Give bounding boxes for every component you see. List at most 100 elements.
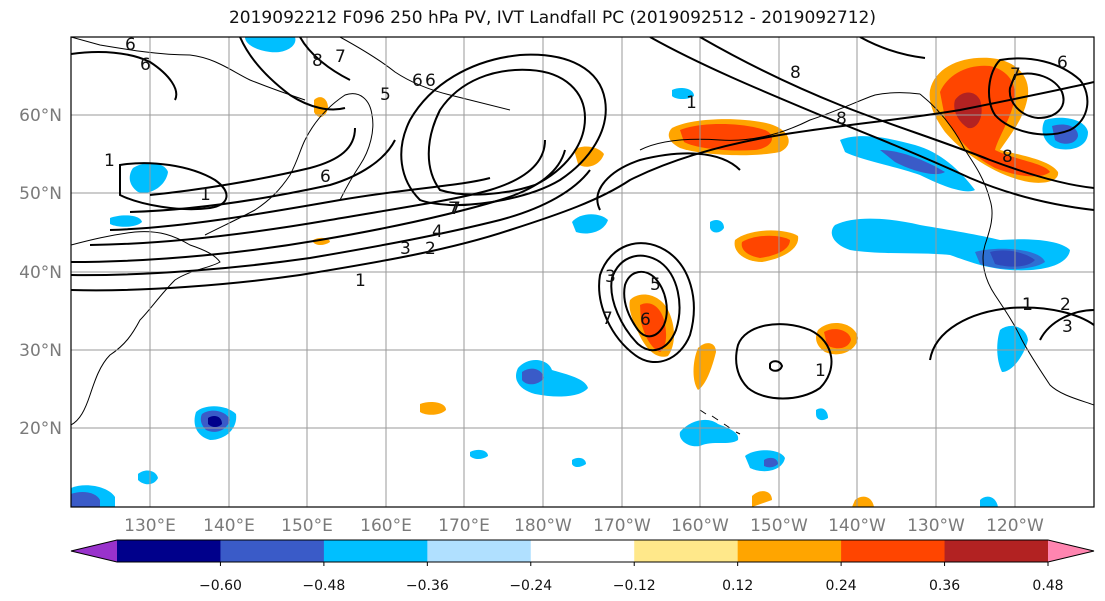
colorbar-segment <box>427 540 532 562</box>
contour-label: 1 <box>815 361 826 381</box>
lon-tick-label: 120°W <box>986 516 1044 536</box>
negative-anomaly <box>679 419 739 447</box>
contour-label: 6 <box>1057 53 1068 73</box>
negative-anomaly <box>975 248 1045 269</box>
latitude-labels: 60°N 50°N 40°N 30°N 20°N <box>19 106 62 439</box>
lat-tick-label: 30°N <box>19 341 62 361</box>
contour-24 <box>71 51 178 101</box>
negative-anomaly <box>672 88 694 99</box>
lon-tick-label: 130°E <box>124 516 176 536</box>
contour-label: 4 <box>432 222 443 242</box>
contour-26 <box>769 360 784 372</box>
coastline-asia <box>71 231 221 426</box>
contour-label: 1 <box>200 185 211 205</box>
contour-21 <box>119 162 228 211</box>
colorbar-ticks: −0.60 −0.48 −0.36 −0.24 −0.12 0.12 0.24 0.36 0.4… <box>199 562 1064 594</box>
colorbar-tick-label: −0.24 <box>509 578 552 594</box>
negative-anomaly <box>110 215 142 227</box>
colorbar-tick-label: 0.24 <box>826 578 857 594</box>
colorbar-segment <box>323 540 428 562</box>
colorbar-tick-label: −0.48 <box>302 578 345 594</box>
contour-5 <box>109 177 491 231</box>
contour-25 <box>859 37 926 59</box>
contour-10 <box>598 242 695 364</box>
contour-13 <box>735 323 833 400</box>
colorbar-segments <box>70 539 1095 563</box>
lat-tick-label: 50°N <box>19 184 62 204</box>
gridlines <box>71 37 1094 507</box>
negative-anomaly <box>129 163 168 193</box>
contour-19 <box>988 57 1089 136</box>
lat-tick-label: 20°N <box>19 419 62 439</box>
contour-label: 6 <box>140 55 151 75</box>
contour-18 <box>649 37 1094 211</box>
colorbar-segment <box>634 540 739 562</box>
contour-label: 7 <box>448 199 459 219</box>
lon-tick-label: 160°W <box>671 516 729 536</box>
lon-tick-label: 140°W <box>828 516 886 536</box>
contour-label: 3 <box>605 267 616 287</box>
map-frame <box>70 36 1095 508</box>
coastlines <box>71 37 1094 435</box>
positive-anomaly <box>640 303 667 352</box>
contour-14 <box>929 306 1094 361</box>
coastline-hawaii <box>699 409 741 435</box>
contour-label: 6 <box>412 71 423 91</box>
contour-label: 3 <box>1062 317 1073 337</box>
pv-contours <box>71 37 1094 400</box>
colorbar-tick-label: −0.36 <box>406 578 449 594</box>
colorbar-outline <box>70 539 1095 563</box>
positive-anomaly <box>954 92 982 129</box>
contour-label: 8 <box>312 51 323 71</box>
contour-label: 8 <box>790 63 801 83</box>
contour-1 <box>71 81 1094 292</box>
negative-anomaly <box>138 470 158 485</box>
colorbar-tick-label: −0.12 <box>613 578 656 594</box>
shaded-regions <box>71 37 1088 507</box>
contour-23 <box>299 37 351 81</box>
colorbar-segment <box>220 540 325 562</box>
contour-label: 1 <box>1022 295 1033 315</box>
contour-label: 1 <box>104 151 115 171</box>
colorbar-tick-label: 0.12 <box>722 578 753 594</box>
contour-label: 7 <box>335 47 346 67</box>
lon-tick-label: 160°E <box>360 516 412 536</box>
contour-15 <box>1039 309 1094 341</box>
lat-tick-label: 60°N <box>19 106 62 126</box>
colorbar-segment <box>530 540 635 562</box>
lon-tick-label: 140°E <box>203 516 255 536</box>
lon-tick-label: 170°W <box>593 516 651 536</box>
contour-label: 5 <box>650 275 661 295</box>
contour-label: 7 <box>602 309 613 329</box>
negative-anomaly <box>764 457 778 468</box>
negative-anomaly <box>572 457 586 467</box>
negative-anomaly <box>980 496 998 507</box>
positive-anomaly <box>741 235 790 258</box>
lon-tick-label: 180°W <box>514 516 572 536</box>
colorbar-segment <box>737 540 842 562</box>
positive-anomaly <box>680 124 773 151</box>
contour-label: 5 <box>380 85 391 105</box>
contour-label: 2 <box>425 239 436 259</box>
contour-label: 3 <box>400 239 411 259</box>
negative-anomaly <box>880 150 945 175</box>
coastline-japan <box>204 139 306 236</box>
contour-22 <box>239 37 346 111</box>
contour-20 <box>1008 72 1065 120</box>
contour-label: 1 <box>686 93 697 113</box>
lon-tick-label: 170°E <box>438 516 490 536</box>
negative-anomaly <box>245 37 296 53</box>
negative-anomaly <box>71 492 100 507</box>
negative-anomaly <box>470 449 488 459</box>
negative-anomaly <box>522 368 544 385</box>
longitude-labels: 130°E 140°E 150°E 160°E 170°E 180°W 170°… <box>124 516 1044 536</box>
contour-label: 7 <box>450 199 461 219</box>
colorbar-tick-label: 0.36 <box>929 578 960 594</box>
positive-anomaly <box>693 343 716 390</box>
colorbar-extend-min <box>71 540 117 562</box>
colorbar-extend-max <box>1048 540 1094 562</box>
colorbar-tick-label: −0.60 <box>199 578 242 594</box>
lon-tick-label: 130°W <box>907 516 965 536</box>
contour-2 <box>71 169 591 277</box>
